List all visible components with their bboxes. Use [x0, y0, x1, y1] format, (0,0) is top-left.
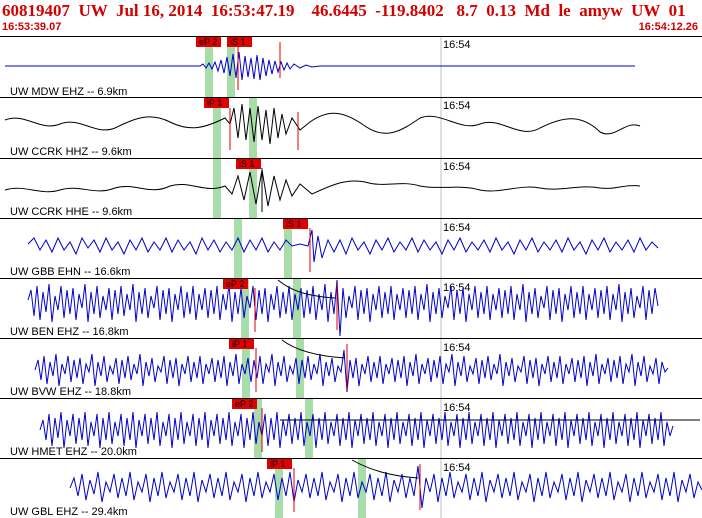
- pick-label-box: [204, 98, 229, 108]
- pick-window: [284, 219, 292, 278]
- station-label: UW MDW EHZ -- 6.9km: [10, 86, 127, 98]
- pick-window: [305, 399, 313, 458]
- station-label: UW GBL EHZ -- 29.4km: [10, 506, 128, 518]
- pick-window: [296, 339, 304, 398]
- pick-label: iS 1: [239, 159, 255, 169]
- pick-label-box: [229, 339, 254, 349]
- pick-label-box: [283, 219, 308, 229]
- time-marker-label: 16:54: [443, 402, 471, 414]
- time-marker-label: 16:54: [443, 100, 471, 112]
- time-marker-label: 16:54: [443, 462, 471, 474]
- time-marker-label: 16:54: [443, 342, 471, 354]
- station-label: UW BEN EHZ -- 16.8km: [10, 326, 129, 338]
- pick-label: eP 2: [226, 279, 244, 289]
- event-header: 60819407 UW Jul 16, 2014 16:53:47.19 46.…: [0, 0, 702, 36]
- pick-window: [249, 98, 257, 158]
- travel-time-curve: [281, 339, 346, 359]
- trace-row[interactable]: 16:54 eP 2 UW BEN EHZ -- 16.8km: [0, 279, 702, 339]
- pick-label: iP 1: [207, 98, 222, 108]
- travel-time-curve: [277, 279, 336, 299]
- pick-label-box: [223, 279, 248, 289]
- trace-row[interactable]: 16:54 iP 1 UW BVW EHZ -- 18.8km: [0, 339, 702, 399]
- pick-label: iP 1: [232, 339, 247, 349]
- pick-label-box: [236, 159, 261, 169]
- pick-window: [205, 37, 213, 97]
- pick-window: [213, 98, 221, 158]
- pick-window: [293, 279, 301, 338]
- time-marker-label: 16:54: [443, 222, 471, 234]
- pick-window: [358, 459, 366, 518]
- pick-label: eP 2: [235, 399, 253, 409]
- trace-row[interactable]: 16:54 iP 1 UW CCRK HHZ -- 9.6km: [0, 98, 702, 159]
- waveform: [5, 51, 635, 81]
- waveform: [69, 465, 702, 509]
- pick-label: iS 1: [286, 219, 302, 229]
- station-label: UW BVW EHZ -- 18.8km: [10, 386, 131, 398]
- trace-row[interactable]: 16:54 iS 1 UW CCRK HHE -- 9.6km: [0, 159, 702, 219]
- event-title: 60819407 UW Jul 16, 2014 16:53:47.19 46.…: [2, 1, 702, 20]
- pick-label-box: [232, 399, 257, 409]
- pick-window: [234, 219, 242, 278]
- waveform: [4, 169, 641, 207]
- pick-label-box: [196, 37, 221, 47]
- trace-row[interactable]: 16:54 iS 1 UW GBB EHN -- 16.6km: [0, 219, 702, 279]
- pick-label-box: [267, 459, 292, 469]
- trace-row[interactable]: 16:54 eP 2 iS 1 UW MDW EHZ -- 6.9km: [0, 37, 702, 98]
- waveform: [27, 229, 659, 263]
- station-label: UW GBB EHN -- 16.6km: [10, 266, 130, 278]
- time-marker-label: 16:54: [443, 161, 471, 173]
- station-label: UW HMET EHZ -- 20.0km: [10, 446, 137, 458]
- pick-window: [275, 459, 283, 518]
- start-time: 16:53:39.07: [2, 21, 62, 33]
- waveform: [34, 349, 669, 393]
- pick-label: iP 1: [270, 459, 285, 469]
- end-time: 16:54:12.26: [638, 21, 698, 33]
- waveform: [39, 411, 674, 449]
- pick-label: eP 2: [199, 37, 217, 47]
- trace-row[interactable]: 16:54 iP 1 UW GBL EHZ -- 29.4km: [10, 459, 702, 518]
- waveform: [27, 279, 659, 337]
- waveform: [4, 103, 641, 145]
- trace-row[interactable]: 16:54 eP 2 UW HMET EHZ -- 20.0km: [0, 399, 702, 459]
- time-marker-label: 16:54: [443, 39, 471, 51]
- travel-time-curve: [351, 459, 419, 479]
- pick-label-box: [227, 37, 252, 47]
- station-label: UW CCRK HHE -- 9.6km: [10, 206, 132, 218]
- station-label: UW CCRK HHZ -- 9.6km: [10, 146, 132, 158]
- pick-label: iS 1: [230, 37, 246, 47]
